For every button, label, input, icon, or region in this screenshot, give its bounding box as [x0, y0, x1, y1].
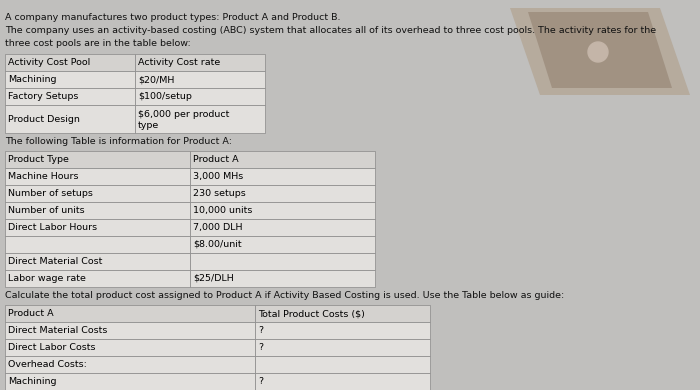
Text: 7,000 DLH: 7,000 DLH [193, 223, 242, 232]
Bar [190, 219, 375, 236]
Bar [190, 236, 375, 253]
Text: Activity Cost rate: Activity Cost rate [138, 58, 220, 67]
Text: $25/DLH: $25/DLH [193, 274, 234, 283]
Text: $6,000 per product: $6,000 per product [138, 110, 230, 119]
Bar [255, 305, 430, 322]
Text: Direct Labor Costs: Direct Labor Costs [8, 343, 95, 352]
Bar [5, 356, 255, 373]
Text: Total Product Costs ($): Total Product Costs ($) [258, 309, 365, 318]
Text: 10,000 units: 10,000 units [193, 206, 253, 215]
Text: Product A: Product A [8, 309, 54, 318]
Bar [5, 236, 190, 253]
Text: Machining: Machining [8, 377, 57, 386]
Text: ?: ? [258, 377, 263, 386]
Bar [190, 185, 375, 202]
Bar [5, 270, 190, 287]
Text: $100/setup: $100/setup [138, 92, 192, 101]
Text: Machining: Machining [8, 75, 57, 84]
Bar [5, 202, 190, 219]
Text: $20/MH: $20/MH [138, 75, 174, 84]
Polygon shape [528, 12, 672, 88]
Bar [5, 185, 190, 202]
Text: The company uses an activity-based costing (ABC) system that allocates all of it: The company uses an activity-based costi… [5, 26, 656, 35]
Bar [255, 373, 430, 390]
Text: Labor wage rate: Labor wage rate [8, 274, 86, 283]
Text: Direct Labor Hours: Direct Labor Hours [8, 223, 97, 232]
Bar [135, 88, 265, 105]
Bar [255, 339, 430, 356]
Text: Activity Cost Pool: Activity Cost Pool [8, 58, 90, 67]
Bar [255, 356, 430, 373]
Text: 3,000 MHs: 3,000 MHs [193, 172, 244, 181]
Text: ?: ? [258, 326, 263, 335]
Text: Calculate the total product cost assigned to Product A if Activity Based Costing: Calculate the total product cost assigne… [5, 291, 564, 300]
Text: type: type [138, 121, 160, 130]
Text: Number of units: Number of units [8, 206, 85, 215]
Bar [190, 253, 375, 270]
Circle shape [588, 42, 608, 62]
Text: A company manufactures two product types: Product A and Product B.: A company manufactures two product types… [5, 13, 340, 22]
Bar [5, 151, 190, 168]
Text: The following Table is information for Product A:: The following Table is information for P… [5, 137, 232, 146]
Text: ?: ? [258, 343, 263, 352]
Text: Product Design: Product Design [8, 115, 80, 124]
Bar [5, 339, 255, 356]
Bar [5, 54, 135, 71]
Bar [190, 202, 375, 219]
Bar [5, 373, 255, 390]
Text: Product Type: Product Type [8, 155, 69, 164]
Text: 230 setups: 230 setups [193, 189, 246, 198]
Bar [5, 168, 190, 185]
Text: Direct Material Costs: Direct Material Costs [8, 326, 107, 335]
Bar [190, 151, 375, 168]
Bar [5, 322, 255, 339]
Bar [255, 322, 430, 339]
Bar [190, 168, 375, 185]
Bar [5, 219, 190, 236]
Text: Direct Material Cost: Direct Material Cost [8, 257, 102, 266]
Polygon shape [510, 8, 690, 95]
Text: Machine Hours: Machine Hours [8, 172, 78, 181]
Text: Number of setups: Number of setups [8, 189, 93, 198]
Text: Overhead Costs:: Overhead Costs: [8, 360, 87, 369]
Bar [135, 105, 265, 133]
Bar [5, 305, 255, 322]
Bar [5, 88, 135, 105]
Bar [135, 71, 265, 88]
Text: $8.00/unit: $8.00/unit [193, 240, 242, 249]
Text: three cost pools are in the table below:: three cost pools are in the table below: [5, 39, 190, 48]
Text: Product A: Product A [193, 155, 239, 164]
Bar [5, 253, 190, 270]
Text: Factory Setups: Factory Setups [8, 92, 78, 101]
Bar [190, 270, 375, 287]
Bar [135, 54, 265, 71]
Bar [5, 105, 135, 133]
Bar [5, 71, 135, 88]
